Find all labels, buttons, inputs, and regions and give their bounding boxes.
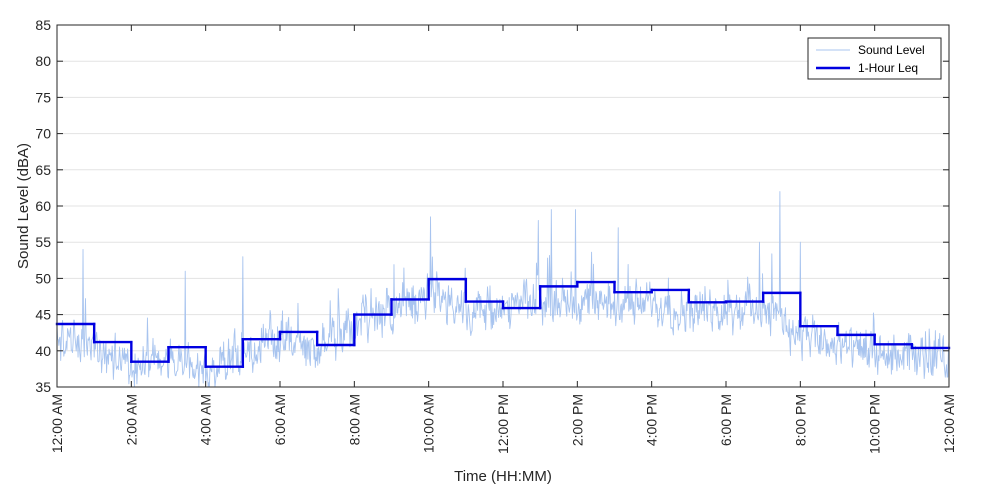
y-tick-label: 55 xyxy=(35,234,51,250)
x-tick-label: 12:00 AM xyxy=(49,394,65,453)
y-tick-label: 40 xyxy=(35,343,51,359)
y-tick-label: 85 xyxy=(35,17,51,33)
y-tick-label: 80 xyxy=(35,53,51,69)
x-axis-label: Time (HH:MM) xyxy=(454,468,552,485)
y-tick-label: 35 xyxy=(35,379,51,395)
y-tick-label: 50 xyxy=(35,270,51,286)
x-tick-label: 8:00 AM xyxy=(346,394,362,445)
y-tick-label: 70 xyxy=(35,126,51,142)
x-tick-label: 12:00 AM xyxy=(941,394,957,453)
y-tick-label: 60 xyxy=(35,198,51,214)
x-tick-label: 12:00 PM xyxy=(495,394,511,454)
x-tick-label: 4:00 AM xyxy=(198,394,214,445)
y-tick-label: 75 xyxy=(35,89,51,105)
x-tick-label: 6:00 PM xyxy=(718,394,734,446)
data-layer xyxy=(55,191,951,388)
legend: Sound Level 1-Hour Leq xyxy=(807,37,942,80)
x-tick-label: 10:00 PM xyxy=(867,394,883,454)
x-tick-label: 8:00 PM xyxy=(792,394,808,446)
y-axis-label: Sound Level (dBA) xyxy=(15,143,32,269)
legend-label-1-hour-leq: 1-Hour Leq xyxy=(858,61,918,75)
y-tick-label: 65 xyxy=(35,162,51,178)
y-tick-label: 45 xyxy=(35,307,51,323)
x-tick-label: 2:00 AM xyxy=(123,394,139,445)
x-tick-label: 10:00 AM xyxy=(421,394,437,453)
x-tick-label: 6:00 AM xyxy=(272,394,288,445)
x-tick-label: 2:00 PM xyxy=(569,394,585,446)
x-tick-label: 4:00 PM xyxy=(644,394,660,446)
axis-ticks: 35 40 45 50 55 60 65 70 75 80 85 12:00 AM 2:00 AM 4:0… xyxy=(35,17,957,454)
legend-label-sound-level: Sound Level xyxy=(858,43,925,57)
legend-box xyxy=(807,37,942,80)
